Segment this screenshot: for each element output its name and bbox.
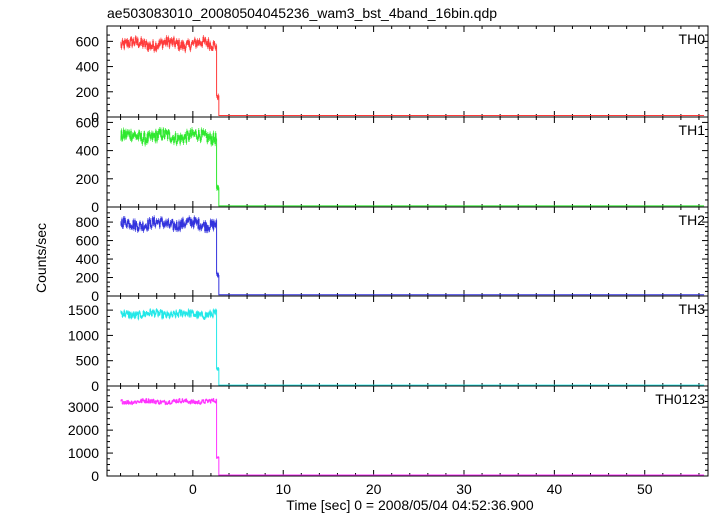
y-tick-label: 1000 <box>68 327 99 343</box>
x-axis-label: Time [sec] 0 = 2008/05/04 04:52:36.900 <box>286 497 534 513</box>
x-tick-label: 40 <box>547 481 563 497</box>
x-tick-label: 30 <box>456 481 472 497</box>
y-tick-label: 200 <box>76 270 100 286</box>
panel-frame <box>106 385 709 477</box>
y-tick-label: 600 <box>76 114 100 130</box>
panel-th0123: 0 1000 2000 3000 TH0123 <box>68 385 709 484</box>
series-error-bars-th0123 <box>120 397 219 459</box>
y-tick-label: 2000 <box>68 422 99 438</box>
y-tick-label: 0 <box>91 288 99 304</box>
panel-label: TH3 <box>679 301 706 317</box>
y-tick-label: 3000 <box>68 399 99 415</box>
y-tick-label: 0 <box>91 378 99 394</box>
y-tick-label: 1500 <box>68 302 99 318</box>
y-tick-label: 400 <box>76 251 100 267</box>
chart-title: ae503083010_20080504045236_wam3_bst_4ban… <box>107 5 497 21</box>
y-tick-label: 400 <box>76 59 100 75</box>
panel-th3: 0 500 1000 1500 TH3 <box>68 295 709 394</box>
y-tick-label: 800 <box>76 214 100 230</box>
panel-frame <box>106 295 709 387</box>
x-tick-label: 20 <box>366 481 382 497</box>
series-line-th3 <box>120 309 705 386</box>
panel-label: TH0 <box>679 31 706 47</box>
panel-label: TH0123 <box>655 391 705 407</box>
y-tick-label: 500 <box>76 353 100 369</box>
x-tick-label: 50 <box>637 481 653 497</box>
panel-frame <box>106 25 709 118</box>
y-tick-label: 400 <box>76 143 100 159</box>
y-axis-label: Counts/sec <box>33 223 49 293</box>
series-error-bars-th1 <box>120 126 219 191</box>
y-tick-label: 600 <box>76 233 100 249</box>
series-error-bars-th0 <box>120 34 219 101</box>
panel-frame <box>106 116 709 208</box>
x-tick-label: 0 <box>189 481 197 497</box>
panel-th0: 0 200 400 600 TH0 <box>76 25 709 125</box>
panel-label: TH2 <box>679 212 706 228</box>
y-tick-label: 600 <box>76 33 100 49</box>
y-tick-label: 0 <box>91 199 99 215</box>
series-line-th0123 <box>120 398 705 476</box>
x-tick-label: 10 <box>275 481 291 497</box>
y-tick-label: 0 <box>91 109 99 125</box>
panel-th2: 0 200 400 600 800 TH2 <box>76 206 709 304</box>
y-tick-label: 200 <box>76 84 100 100</box>
y-tick-label: 0 <box>91 468 99 484</box>
series-error-bars-th2 <box>120 215 219 278</box>
y-tick-label: 1000 <box>68 445 99 461</box>
series-error-bars-th3 <box>120 308 219 371</box>
panel-label: TH1 <box>679 122 706 138</box>
panel-th1: 0 200 400 600 TH1 <box>76 114 709 215</box>
y-tick-label: 200 <box>76 171 100 187</box>
